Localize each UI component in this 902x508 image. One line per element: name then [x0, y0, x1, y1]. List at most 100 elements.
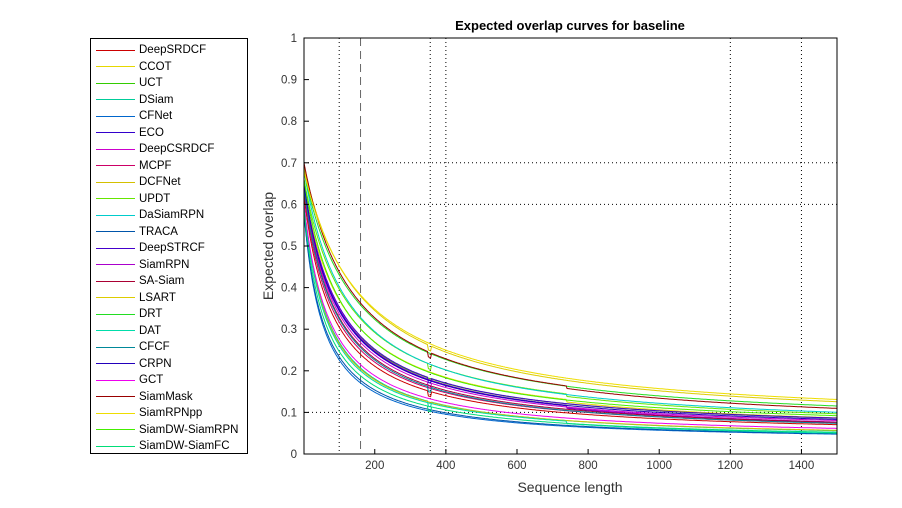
legend-item: UPDT — [91, 191, 247, 207]
legend-swatch — [96, 49, 135, 51]
legend-swatch — [96, 330, 135, 331]
legend-item: SiamRPNpp — [91, 405, 247, 421]
legend-label: GCT — [139, 374, 164, 386]
series-line-cfcf — [303, 38, 837, 424]
legend-label: DAT — [139, 324, 162, 337]
legend-swatch — [96, 214, 135, 216]
y-tick-label: 1 — [291, 33, 297, 45]
legend-item: DeepSRDCF — [91, 42, 247, 58]
chart-title: Expected overlap curves for baseline — [455, 18, 685, 33]
legend-item: DeepCSRDCF — [91, 141, 247, 157]
legend-swatch — [96, 280, 135, 282]
legend-swatch — [96, 396, 135, 397]
x-tick-label: 1400 — [789, 460, 815, 472]
legend-item: ECO — [91, 125, 247, 141]
legend-label: SiamRPNpp — [139, 407, 203, 419]
legend-swatch — [96, 379, 135, 381]
legend-label: DeepSTRCF — [139, 242, 205, 254]
legend-item: DAT — [91, 323, 247, 339]
legend-swatch — [96, 82, 135, 84]
legend-label: DRT — [139, 308, 163, 320]
legend-item: CFCF — [91, 339, 247, 355]
legend-item: CFNet — [91, 108, 247, 124]
legend-swatch — [96, 231, 135, 232]
legend-label: DeepCSRDCF — [139, 143, 215, 155]
legend-label: ECO — [139, 126, 164, 139]
legend-swatch — [96, 148, 135, 150]
series-line-dasiamrpn — [303, 38, 838, 413]
series-line-deepsrdcf — [303, 38, 838, 426]
legend-label: SA-Siam — [139, 275, 185, 287]
series-line-traca — [303, 38, 837, 435]
series-line-deepcsrdcf — [303, 38, 837, 421]
legend-item: SA-Siam — [91, 273, 247, 289]
legend-item: DeepSTRCF — [91, 240, 247, 256]
x-tick-label: 200 — [365, 460, 384, 472]
series-line-dat — [303, 38, 837, 434]
legend-item: LSART — [91, 290, 247, 306]
legend-item: SiamRPN — [91, 257, 247, 273]
legend-label: UPDT — [139, 192, 171, 205]
legend-swatch — [96, 99, 135, 100]
legend-item: TRACA — [91, 224, 247, 240]
legend-swatch — [96, 313, 135, 315]
x-tick-label: 600 — [507, 460, 526, 472]
y-tick-label: 0 — [291, 449, 297, 461]
legend-swatch — [96, 181, 135, 183]
legend-item: SiamMask — [91, 389, 247, 405]
y-tick-label: 0.5 — [281, 241, 297, 253]
legend-item: SiamDW-SiamRPN — [91, 422, 247, 438]
legend-item: DaSiamRPN — [91, 207, 247, 223]
legend-swatch — [96, 66, 135, 67]
y-tick-label: 0.8 — [281, 116, 297, 128]
legend-label: DCFNet — [139, 176, 181, 188]
series-line-dcfnet — [303, 38, 837, 431]
series-line-siammask — [303, 38, 838, 409]
legend-item: CRPN — [91, 356, 247, 372]
y-tick-label: 0.4 — [281, 283, 298, 295]
legend-item: DCFNet — [91, 174, 247, 190]
series-line-crpn — [303, 38, 837, 420]
series-line-updt — [303, 38, 838, 415]
legend-swatch — [96, 346, 135, 348]
series-lines — [303, 38, 838, 435]
series-line-deepstrcf — [303, 38, 838, 419]
legend-label: SiamRPN — [139, 258, 190, 271]
legend-swatch — [96, 264, 135, 265]
legend-label: DaSiamRPN — [139, 209, 205, 221]
x-tick-label: 800 — [579, 460, 598, 472]
legend-label: MCPF — [139, 159, 172, 172]
y-axis-ticks: 0 0.1 0.2 0.3 0.4 0.5 0.6 0.7 0.8 0.9 1 — [281, 33, 309, 461]
legend-swatch — [96, 445, 135, 447]
series-line-siamdw-siamfc — [303, 38, 837, 433]
legend-label: SiamDW-SiamRPN — [139, 423, 239, 436]
legend-item: CCOT — [91, 59, 247, 75]
series-line-siamrpnpp — [303, 38, 838, 400]
legend-swatch — [96, 198, 135, 199]
x-axis-ticks: 200 400 600 800 1000 1200 1400 — [365, 449, 814, 472]
series-line-siamdw-siamrpn — [303, 38, 837, 417]
x-tick-label: 400 — [436, 460, 455, 472]
x-tick-label: 1000 — [646, 460, 672, 472]
y-axis-label: Expected overlap — [260, 192, 276, 300]
y-tick-label: 0.9 — [281, 75, 297, 87]
legend-label: DeepSRDCF — [139, 44, 207, 56]
y-tick-label: 0.1 — [281, 407, 297, 419]
legend-item: UCT — [91, 75, 247, 91]
legend-swatch — [96, 412, 135, 414]
legend-item: MCPF — [91, 158, 247, 174]
legend-swatch — [96, 115, 135, 117]
legend-swatch — [96, 165, 135, 166]
legend-label: UCT — [139, 77, 163, 89]
legend-swatch — [96, 247, 135, 249]
legend-label: DSiam — [139, 93, 174, 106]
x-tick-label: 1200 — [718, 460, 744, 472]
legend-label: CRPN — [139, 357, 172, 370]
legend-label: TRACA — [139, 225, 178, 238]
legend-item: SiamDW-SiamFC — [91, 438, 247, 454]
y-tick-label: 0.3 — [281, 324, 297, 336]
legend-label: CCOT — [139, 60, 172, 73]
legend-item: DSiam — [91, 92, 247, 108]
legend-swatch — [96, 132, 135, 133]
